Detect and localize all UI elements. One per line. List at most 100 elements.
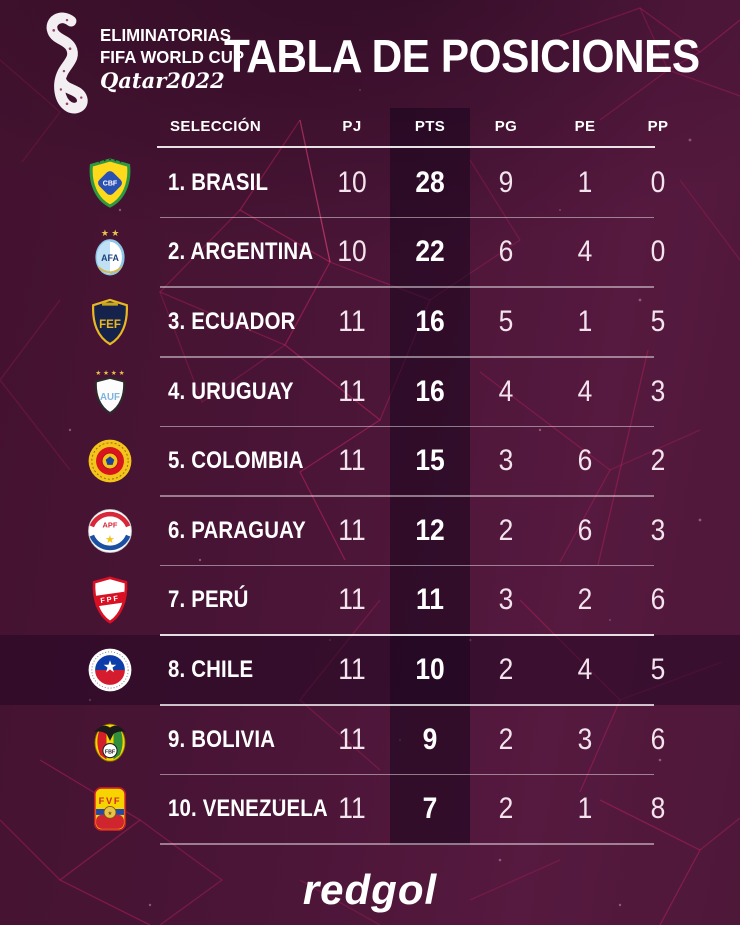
svg-text:★ ★ ★ ★: ★ ★ ★ ★ <box>95 369 124 377</box>
eliminatorias-label: ELIMINATORIAS <box>100 25 231 45</box>
paraguay-crest-icon: APF ★ <box>82 501 138 561</box>
pg-value: 2 <box>498 513 514 547</box>
pe-value: 1 <box>577 304 593 338</box>
pj-value: 11 <box>338 722 366 756</box>
team-name: 7. PERÚ <box>168 586 249 614</box>
svg-text:AFA: AFA <box>101 253 119 263</box>
pg-value: 3 <box>498 583 514 617</box>
pp-value: 2 <box>650 444 666 478</box>
pe-value: 3 <box>577 722 593 756</box>
pg-value: 2 <box>498 652 514 686</box>
fifa-world-cup-label: FIFA WORLD CUP <box>100 46 245 67</box>
uruguay-crest-icon: ★ ★ ★ ★ AUF <box>82 362 138 422</box>
pts-column-band <box>390 108 470 845</box>
pts-value: 9 <box>422 722 438 756</box>
svg-text:★ ★: ★ ★ <box>101 228 119 238</box>
peru-crest-icon: FPF <box>82 570 138 630</box>
pe-value: 6 <box>577 444 593 478</box>
row-separator <box>160 564 654 567</box>
team-name: 9. BOLIVIA <box>168 725 276 753</box>
table-row-brasil: CBF 1. BRASIL 10 28 9 1 0 <box>0 148 740 219</box>
column-header-pj: PJ <box>342 118 362 135</box>
row-separator <box>160 843 654 845</box>
svg-text:FPF: FPF <box>100 594 121 606</box>
pts-value: 11 <box>416 583 444 617</box>
row-separator <box>160 356 654 358</box>
table-row-uruguay: ★ ★ ★ ★ AUF 4. URUGUAY 11 16 4 4 3 <box>0 357 740 428</box>
pts-value: 28 <box>415 165 445 199</box>
table-row-paraguay: APF ★ 6. PARAGUAY 11 12 2 6 3 <box>0 496 740 567</box>
column-header-pg: PG <box>494 118 518 135</box>
pts-value: 7 <box>422 792 438 826</box>
pts-value: 16 <box>415 374 445 408</box>
team-name: 8. CHILE <box>168 655 254 683</box>
pe-value: 2 <box>577 583 593 617</box>
row-separator <box>160 286 654 288</box>
pg-value: 2 <box>498 722 514 756</box>
svg-text:★: ★ <box>105 534 115 546</box>
qatar-2022-label: Qatar2022 <box>100 68 225 93</box>
qatar-2022-emblem-icon <box>46 12 88 114</box>
team-name: 4. URUGUAY <box>168 377 294 405</box>
pp-value: 5 <box>650 304 666 338</box>
pts-value: 10 <box>415 652 445 686</box>
team-name: 2. ARGENTINA <box>168 238 314 266</box>
pg-value: 2 <box>498 792 514 826</box>
column-header-seleccion: SELECCIÓN <box>170 118 262 135</box>
pp-value: 6 <box>650 583 666 617</box>
table-row-bolivia: FBF 9. BOLIVIA 11 9 2 3 6 <box>0 705 740 776</box>
pts-value: 16 <box>415 304 445 338</box>
pp-value: 3 <box>650 374 666 408</box>
table-row-argentina: ★ ★ AFA 2. ARGENTINA 10 22 6 4 0 <box>0 218 740 288</box>
pp-value: 8 <box>650 792 666 826</box>
pe-value: 4 <box>577 235 593 269</box>
standings-rows: CBF 1. BRASIL 10 28 9 1 0 ★ ★ AFA <box>0 148 740 845</box>
pj-value: 11 <box>338 792 366 826</box>
column-header-pp: PP <box>647 118 669 135</box>
pts-value: 12 <box>415 513 445 547</box>
team-name: 5. COLOMBIA <box>168 447 304 475</box>
svg-text:CBF: CBF <box>103 180 118 187</box>
pj-value: 11 <box>338 374 366 408</box>
header-underline <box>157 146 655 148</box>
pj-value: 11 <box>338 583 366 617</box>
table-row-venezuela: FVF ★ 10. VENEZUELA 11 7 2 1 8 <box>0 774 740 845</box>
pg-value: 5 <box>498 304 514 338</box>
row-separator <box>160 216 654 219</box>
team-name: 1. BRASIL <box>168 168 269 196</box>
svg-text:★: ★ <box>108 810 113 817</box>
svg-text:APF: APF <box>103 520 118 529</box>
venezuela-crest-icon: FVF ★ <box>82 779 138 839</box>
pj-value: 11 <box>338 304 366 338</box>
pg-value: 9 <box>498 165 514 199</box>
table-row-ecuador: FEF 3. ECUADOR 11 16 5 1 5 <box>0 287 740 358</box>
pj-value: 11 <box>338 444 366 478</box>
table-row-chile: 8. CHILE 11 10 2 4 5 <box>0 634 740 706</box>
pp-value: 0 <box>650 165 666 199</box>
pg-value: 6 <box>498 235 514 269</box>
pg-value: 3 <box>498 444 514 478</box>
pp-value: 0 <box>650 235 666 269</box>
row-separator <box>160 634 654 636</box>
brasil-crest-icon: CBF <box>82 153 138 213</box>
chile-crest-icon <box>82 640 138 700</box>
pe-value: 1 <box>577 792 593 826</box>
pp-value: 3 <box>650 513 666 547</box>
pg-value: 4 <box>498 374 514 408</box>
table-row-colombia: 5. COLOMBIA 11 15 3 6 2 <box>0 426 740 497</box>
pe-value: 6 <box>577 513 593 547</box>
ecuador-crest-icon: FEF <box>82 292 138 352</box>
pe-value: 4 <box>577 374 593 408</box>
svg-text:FBF: FBF <box>105 749 116 755</box>
svg-text:FVF: FVF <box>99 796 122 806</box>
competition-logo-text: ELIMINATORIAS FIFA WORLD CUP Qatar2022 <box>100 25 250 93</box>
row-separator <box>160 495 654 497</box>
pe-value: 1 <box>577 165 593 199</box>
team-name: 6. PARAGUAY <box>168 516 306 544</box>
redgol-logo: redgol <box>302 866 438 913</box>
bolivia-crest-icon: FBF <box>82 710 138 770</box>
table-row-peru: FPF 7. PERÚ 11 11 3 2 6 <box>0 566 740 636</box>
team-name: 10. VENEZUELA <box>168 795 328 823</box>
team-name: 3. ECUADOR <box>168 307 296 335</box>
